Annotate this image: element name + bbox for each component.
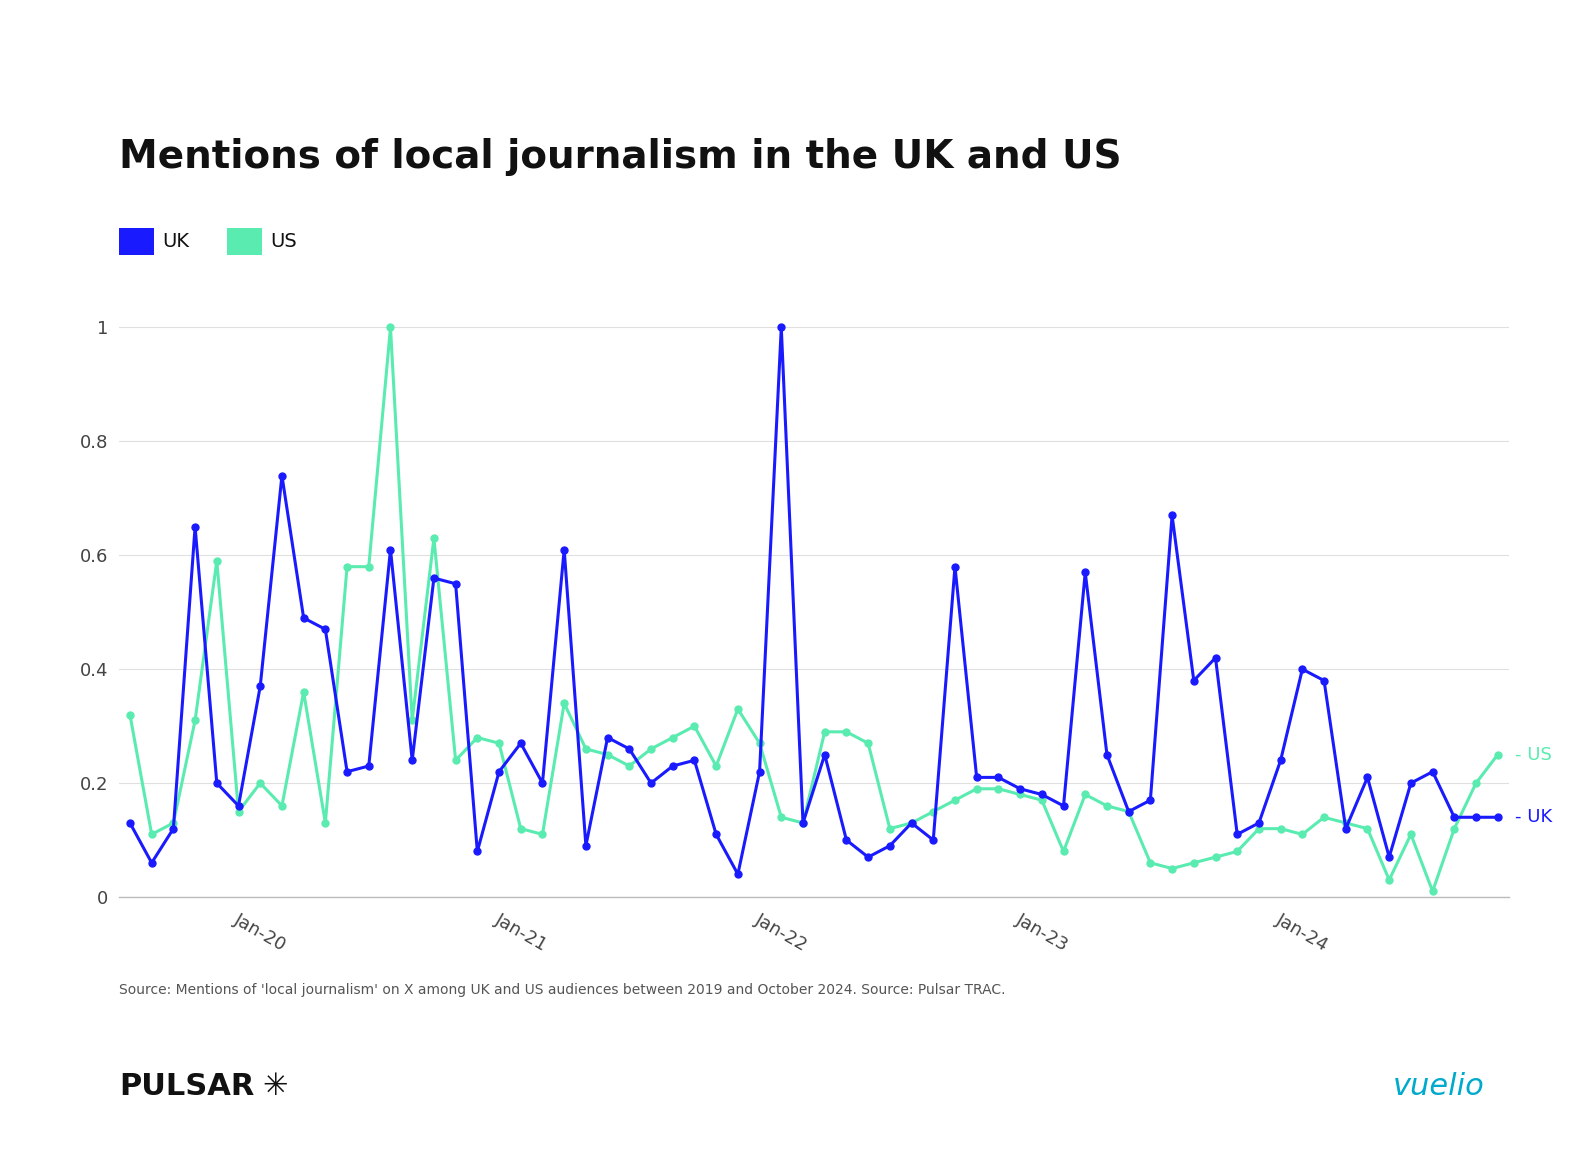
Text: ✳: ✳ <box>262 1072 287 1102</box>
Text: US: US <box>270 232 297 251</box>
Text: - UK: - UK <box>1515 808 1553 826</box>
Text: PULSAR: PULSAR <box>119 1072 254 1102</box>
Text: - US: - US <box>1515 745 1551 764</box>
Text: vuelio: vuelio <box>1393 1072 1485 1102</box>
Text: UK: UK <box>162 232 189 251</box>
Text: Source: Mentions of 'local journalism' on X among UK and US audiences between 20: Source: Mentions of 'local journalism' o… <box>119 983 1005 997</box>
Text: Mentions of local journalism in the UK and US: Mentions of local journalism in the UK a… <box>119 138 1121 176</box>
